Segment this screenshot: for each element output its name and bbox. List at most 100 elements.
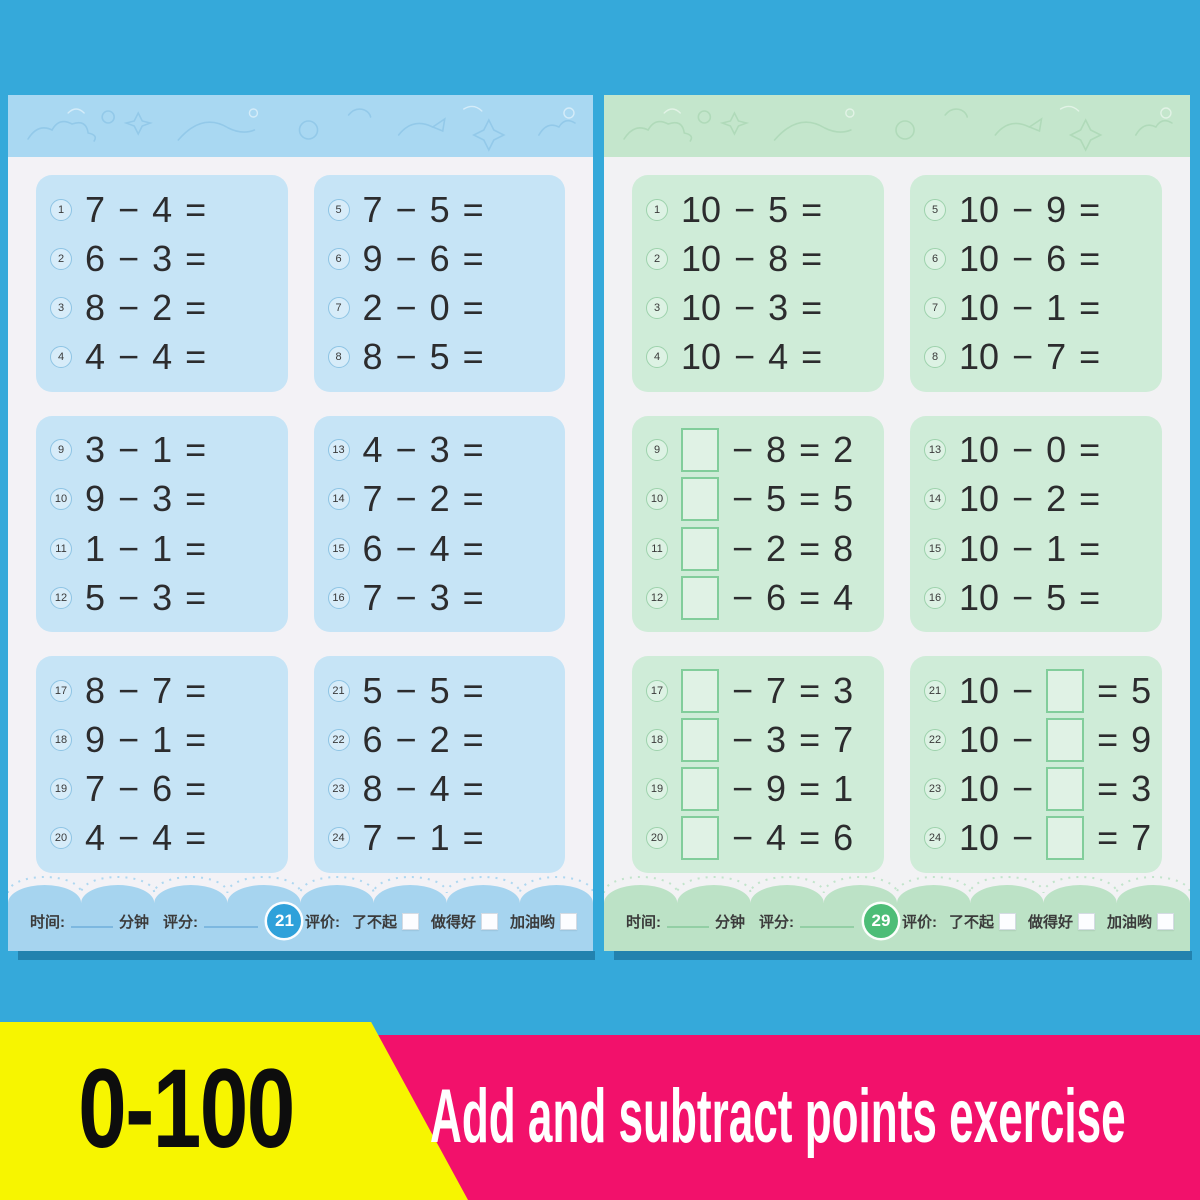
answer-box[interactable] xyxy=(1046,718,1085,763)
equation-token: = xyxy=(185,576,207,618)
score-label: 评分: xyxy=(759,913,795,931)
equation-token: − xyxy=(118,188,140,230)
problem-9: 9 3−1 = xyxy=(50,432,284,468)
problem-2: 2 10−8 = xyxy=(646,237,880,279)
rating-checkbox[interactable] xyxy=(998,912,1016,930)
equation-token: − xyxy=(395,768,417,810)
problem-17: 17 8−7 = xyxy=(50,669,284,711)
answer-box[interactable] xyxy=(1046,767,1085,812)
answer-box[interactable] xyxy=(681,816,719,861)
equation-token: 6 xyxy=(833,817,854,859)
rating-checkbox[interactable] xyxy=(560,912,577,930)
problem-block: 5 10−9 = 6 10−6 = 7 10−1 = 8 10−7 = xyxy=(910,175,1162,392)
equation-token: − xyxy=(395,237,417,279)
answer-box[interactable] xyxy=(1046,816,1085,861)
problem-number: 20 xyxy=(50,827,72,850)
equation-token: − xyxy=(734,237,756,279)
problem-10: 10 9−3 = xyxy=(50,481,284,517)
answer-box[interactable] xyxy=(681,526,719,571)
equation-token: − xyxy=(732,719,754,761)
equation-token: − xyxy=(118,286,140,328)
answer-box[interactable] xyxy=(681,668,719,713)
rating-label: 评价: xyxy=(901,913,937,931)
equation-token: 10 xyxy=(959,188,1000,230)
rating-item: 了不起 xyxy=(352,911,419,932)
rating-checkbox[interactable] xyxy=(1077,912,1095,930)
answer-box[interactable] xyxy=(681,575,719,620)
problem-22: 22 10− = 9 xyxy=(924,718,1158,763)
problems-grid: 1 10−5 = 2 10−8 = 3 10−3 = 4 10−4 = 5 10−9 = 6 10−6 = 7 10−… xyxy=(632,175,1162,873)
equation-token: 7 xyxy=(1131,817,1152,859)
problems-grid: 1 7−4 = 2 6−3 = 3 8−2 = 4 4−4 = 5 7−5 = 6 9−6 = 7 2−0 = 8 8−5 =… xyxy=(36,175,565,873)
equation-token: − xyxy=(1012,237,1034,279)
problem-12: 12 5−3 = xyxy=(50,576,284,618)
problem-3: 3 10−3 = xyxy=(646,286,880,328)
rating-item: 加油哟 xyxy=(1107,911,1174,932)
problem-block: 21 5−5 = 22 6−2 = 23 8−4 = 24 7−1 = xyxy=(313,656,565,873)
page-footer: 时间: 分钟 评分: 29 评价: 了不起 做得好 xyxy=(604,875,1190,951)
equation-token: 8 xyxy=(85,669,106,711)
equation-token: − xyxy=(732,527,754,569)
answer-box[interactable] xyxy=(681,477,719,522)
problem-12: 12 −6 = 4 xyxy=(646,575,880,620)
equation-token: 1 xyxy=(833,768,854,810)
equation-token: = xyxy=(462,237,484,279)
problem-number: 18 xyxy=(646,729,668,752)
score-blank[interactable] xyxy=(204,914,259,928)
equation-token: 8 xyxy=(766,429,787,471)
equation-token: = xyxy=(1097,719,1119,761)
rating-checkbox[interactable] xyxy=(480,912,498,930)
equation-token: 4 xyxy=(768,336,789,378)
problem-11: 11 −2 = 8 xyxy=(646,526,880,571)
equation-token: − xyxy=(118,817,140,859)
worksheet-page-right: 1 10−5 = 2 10−8 = 3 10−3 = 4 10−4 = 5 10−9 = 6 10−6 = 7 10−… xyxy=(604,95,1190,951)
equation-token: 3 xyxy=(85,429,106,471)
answer-box[interactable] xyxy=(681,767,719,812)
equation-token: 3 xyxy=(768,286,789,328)
time-blank[interactable] xyxy=(667,914,709,928)
rating-checkbox[interactable] xyxy=(1157,912,1174,930)
problem-23: 23 10− = 3 xyxy=(924,767,1158,812)
equation-token: 7 xyxy=(85,188,106,230)
rating-text: 了不起 xyxy=(948,913,994,931)
equation-token: = xyxy=(799,719,821,761)
score-blank[interactable] xyxy=(800,914,855,928)
equation-token: = xyxy=(1097,768,1119,810)
equation-token: = xyxy=(1079,237,1101,279)
equation-token: 4 xyxy=(766,817,787,859)
equation-token: − xyxy=(734,286,756,328)
time-label: 时间: xyxy=(30,913,65,931)
equation-token: 8 xyxy=(362,768,383,810)
time-blank[interactable] xyxy=(71,914,113,928)
equation-token: 1 xyxy=(152,527,173,569)
equation-token: 6 xyxy=(362,527,383,569)
problem-number: 9 xyxy=(50,439,72,462)
answer-box[interactable] xyxy=(681,718,719,763)
equation-token: − xyxy=(118,719,140,761)
equation-token: = xyxy=(1079,576,1101,618)
equation-token: 5 xyxy=(833,478,854,520)
equation-token: 10 xyxy=(681,286,722,328)
equation-token: 1 xyxy=(429,817,450,859)
number-range-label: 0-100 xyxy=(78,1046,295,1171)
equation-token: − xyxy=(395,527,417,569)
rating-item: 加油哟 xyxy=(510,911,577,932)
problem-number: 21 xyxy=(924,679,946,702)
equation-token: = xyxy=(462,576,484,618)
rating-checkbox[interactable] xyxy=(401,912,419,930)
equation-token: 2 xyxy=(362,286,383,328)
answer-box[interactable] xyxy=(1046,668,1085,713)
equation-token: − xyxy=(732,768,754,810)
equation-token: 5 xyxy=(429,336,450,378)
equation-token: = xyxy=(801,237,823,279)
equation-token: = xyxy=(1079,527,1101,569)
equation-token: − xyxy=(118,478,140,520)
equation-token: 7 xyxy=(1046,336,1067,378)
equation-token: 10 xyxy=(959,478,1000,520)
answer-box[interactable] xyxy=(681,428,719,473)
equation-token: = xyxy=(799,478,821,520)
equation-token: − xyxy=(1012,669,1034,711)
equation-token: 1 xyxy=(1046,286,1067,328)
equation-token: 3 xyxy=(833,669,854,711)
equation-token: = xyxy=(1079,429,1101,471)
